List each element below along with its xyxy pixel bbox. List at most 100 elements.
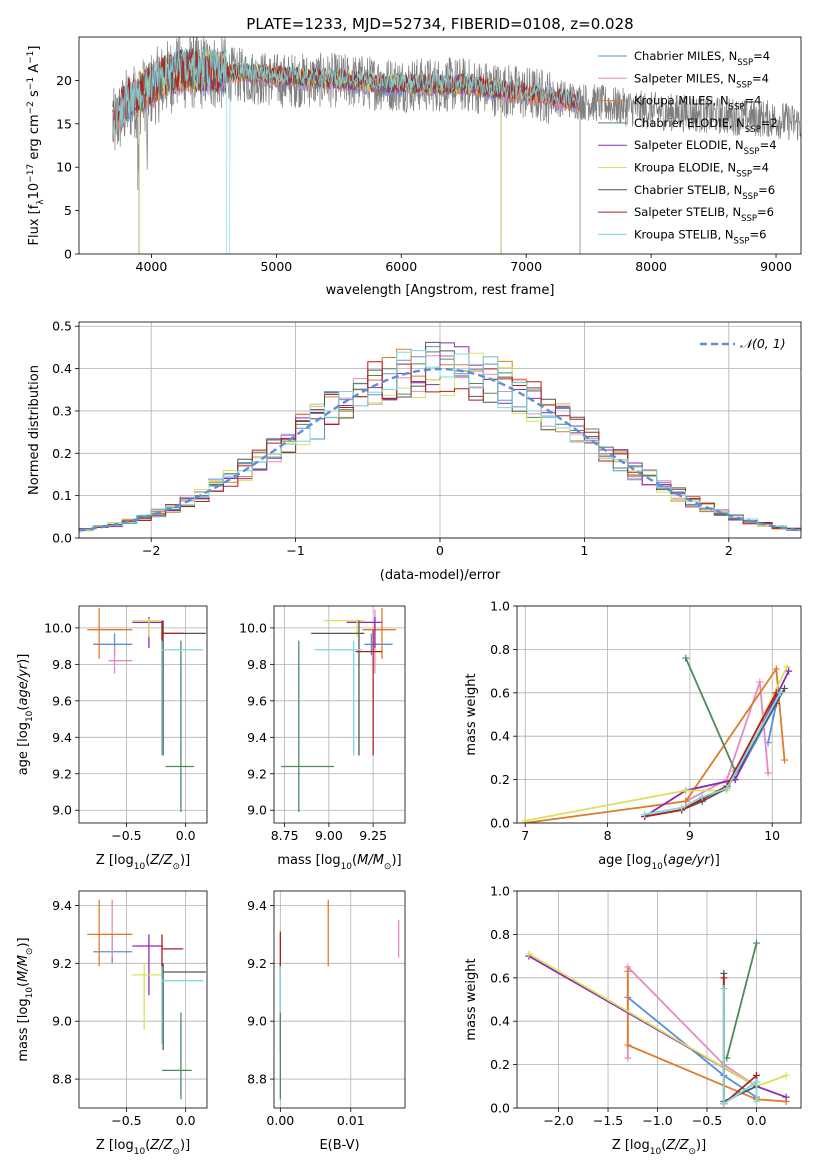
spectrum-x-tick-label: 7000 <box>510 259 542 274</box>
weight_vs_age-marker-kroupa-miles <box>781 756 789 764</box>
weight_vs_age-panel: 7 8 9 10 0.0 0.2 0.4 0.6 0.8 1.0 age [log10(age/yr… <box>464 599 802 872</box>
spectrum-y-tick-label: 20 <box>56 73 72 88</box>
residuals-panel: −2 −1 0 1 2 0.0 0.1 0.2 0.3 0.4 0.5 (data-model)/er… <box>27 319 802 583</box>
weight_vs_age-plot-area <box>521 654 793 823</box>
mass_vs_Z-y-axis-label: mass [log10(M/M⊙)] <box>16 937 35 1061</box>
legend-label-chabrier-elodie: Chabrier ELODIE, NSSP=2 <box>634 116 778 135</box>
weight_vs_age-line-kroupa-miles <box>525 666 786 823</box>
legend-label-kroupa-stelib: Kroupa STELIB, NSSP=6 <box>634 227 766 246</box>
legend-label-normal: 𝒩(0, 1) <box>740 336 786 351</box>
legend-label-salpeter-elodie: Salpeter ELODIE, NSSP=4 <box>634 138 777 157</box>
weight_vs_age-marker-kroupa-stelib <box>723 784 731 792</box>
residuals-x-tick-label: 0 <box>436 543 444 558</box>
residual-histogram-kroupa-stelib <box>79 350 801 538</box>
weight_vs_age-x-tick-label: 7 <box>521 828 529 843</box>
weight_vs_age-x-axis-label: age [log10(age/yr)] <box>598 853 720 872</box>
observed-spectrum-line <box>112 37 801 191</box>
residual-histogram-kroupa-elodie <box>79 352 801 538</box>
weight_vs_Z-marker-kroupa-elodie <box>525 950 533 958</box>
mass_vs_Z-y-tick-label: 9.0 <box>52 1014 72 1029</box>
age_vs_Z-y-tick-label: 9.0 <box>52 803 72 818</box>
weight_vs_age-marker-kroupa-elodie <box>521 817 529 823</box>
model-spectrum-salpeter-stelib <box>112 47 581 254</box>
spectrum-x-tick-label: 5000 <box>260 259 292 274</box>
age_vs_Z-panel: −0.5 0.0 9.0 9.2 9.4 9.6 9.8 10.0 Z [log10(Z/Z⊙)… <box>16 605 208 872</box>
figure-title: PLATE=1233, MJD=52734, FIBERID=0108, z=0… <box>246 15 633 33</box>
age_vs_mass-y-tick-label: 9.6 <box>247 693 267 708</box>
weight_vs_Z-x-tick-label: −2.0 <box>543 1113 573 1128</box>
weight_vs_age-marker-chabrier-elodie <box>682 654 690 662</box>
spectrum-x-tick-label: 6000 <box>385 259 417 274</box>
weight_vs_age-marker-kroupa-miles <box>772 665 780 673</box>
age_vs_mass-panel: 8.75 9.00 9.25 9.0 9.2 9.4 9.6 9.8 10.0 mass [log… <box>239 605 406 872</box>
age_vs_Z-y-tick-label: 9.6 <box>52 693 72 708</box>
legend-label-salpeter-stelib: Salpeter STELIB, NSSP=6 <box>634 205 774 224</box>
residuals-y-tick-label: 0.3 <box>52 403 72 418</box>
spectrum-plot-area <box>112 37 801 254</box>
weight_vs_age-marker-kroupa-elodie <box>783 663 791 671</box>
weight_vs_age-marker-kroupa-stelib <box>641 810 649 818</box>
weight_vs_age-y-tick-label: 0.4 <box>490 729 510 744</box>
residuals-y-tick-label: 0.2 <box>52 446 72 461</box>
weight_vs_Z-x-tick-label: −0.5 <box>692 1113 722 1128</box>
weight_vs_Z-frame <box>516 890 802 1109</box>
weight_vs_age-frame <box>516 605 802 824</box>
legend-label-salpeter-miles: Salpeter MILES, NSSP=4 <box>634 71 769 90</box>
age_vs_mass-frame <box>273 605 406 824</box>
weight_vs_Z-marker-chabrier-elodie <box>752 939 760 947</box>
weight_vs_age-line-kroupa-elodie <box>525 666 788 822</box>
mass_vs_Z-x-axis-label: Z [log10(Z/Z⊙)] <box>96 1138 190 1157</box>
age_vs_Z-x-tick-label: −0.5 <box>111 828 141 843</box>
mass_vs_Z-panel: −0.5 0.0 8.8 9.0 9.2 9.4 Z [log10(Z/Z⊙)] mass [… <box>16 890 208 1157</box>
weight_vs_age-y-axis-label: mass weight <box>464 673 479 755</box>
mass_vs_Z-x-tick-label: −0.5 <box>111 1113 141 1128</box>
weight_vs_age-x-tick-label: 8 <box>604 828 612 843</box>
mass_vs_ebv-y-tick-label: 9.0 <box>247 1014 267 1029</box>
weight_vs_Z-x-tick-label: 0.0 <box>747 1113 767 1128</box>
weight_vs_Z-y-tick-label: 0.6 <box>490 970 510 985</box>
legend-label-chabrier-stelib: Chabrier STELIB, NSSP=6 <box>634 183 775 202</box>
weight_vs_Z-y-axis-label: mass weight <box>464 958 479 1040</box>
weight_vs_Z-marker-kroupa-miles <box>624 967 632 975</box>
weight_vs_age-marker-kroupa-stelib <box>776 689 784 697</box>
mass_vs_ebv-y-tick-label: 9.4 <box>247 898 267 913</box>
weight_vs_Z-y-tick-label: 0.2 <box>490 1057 510 1072</box>
weight_vs_age-line-chabrier-stelib <box>644 688 786 818</box>
age_vs_Z-x-axis-label: Z [log10(Z/Z⊙)] <box>96 853 190 872</box>
mass_vs_Z-y-tick-label: 8.8 <box>52 1072 72 1087</box>
weight_vs_age-x-tick-label: 10 <box>764 828 780 843</box>
residuals-y-tick-label: 0.5 <box>52 319 72 334</box>
age_vs_mass-y-tick-label: 9.0 <box>247 803 267 818</box>
weight_vs_Z-line-kroupa-miles <box>626 971 787 1103</box>
spectrum-x-tick-label: 4000 <box>136 259 168 274</box>
weight_vs_Z-marker-kroupa-stelib <box>752 1078 760 1086</box>
weight_vs_Z-y-tick-label: 0.0 <box>490 1101 510 1116</box>
weight_vs_age-y-tick-label: 0.8 <box>490 642 510 657</box>
legend-label-chabrier-miles: Chabrier MILES, NSSP=4 <box>634 49 770 68</box>
weight_vs_Z-marker-kroupa-miles <box>624 1041 632 1049</box>
weight_vs_age-y-tick-label: 0.6 <box>490 685 510 700</box>
weight_vs_Z-y-tick-label: 1.0 <box>490 884 510 899</box>
residuals-y-tick-label: 0.4 <box>52 361 72 376</box>
weight_vs_Z-line-chabrier-elodie <box>725 942 758 1059</box>
age_vs_mass-y-tick-label: 10.0 <box>239 620 267 635</box>
legend-label-kroupa-elodie: Kroupa ELODIE, NSSP=4 <box>634 161 769 180</box>
age_vs_Z-y-tick-label: 9.4 <box>52 730 72 745</box>
weight_vs_Z-panel: −2.0 −1.5 −1.0 −0.5 0.0 0.0 0.2 0.4 0.6 0.8 1.0 Z [… <box>464 884 802 1157</box>
age_vs_Z-frame <box>78 605 208 824</box>
weight_vs_Z-marker-kroupa-elodie <box>782 1071 790 1079</box>
weight_vs_age-marker-kroupa-elodie <box>682 786 690 794</box>
residuals-y-tick-label: 0.1 <box>52 488 72 503</box>
mass_vs_ebv-x-axis-label: E(B-V) <box>319 1138 359 1153</box>
weight_vs_age-y-tick-label: 1.0 <box>490 599 510 614</box>
weight_vs_Z-plot-area <box>525 939 790 1108</box>
mass_vs_Z-plot-area <box>87 899 206 1100</box>
weight_vs_age-marker-kroupa-stelib <box>698 793 706 801</box>
weight_vs_Z-line-chabrier-miles <box>627 996 757 1098</box>
weight_vs_age-marker-chabrier-stelib <box>781 684 789 692</box>
weight_vs_Z-x-axis-label: Z [log10(Z/Z⊙)] <box>612 1138 706 1157</box>
weight_vs_age-line-chabrier-elodie <box>684 657 736 772</box>
age_vs_mass-x-axis-label: mass [log10(M/M⊙)] <box>277 853 401 872</box>
normal-distribution-curve <box>79 367 801 532</box>
age_vs_mass-y-tick-label: 9.2 <box>247 766 267 781</box>
